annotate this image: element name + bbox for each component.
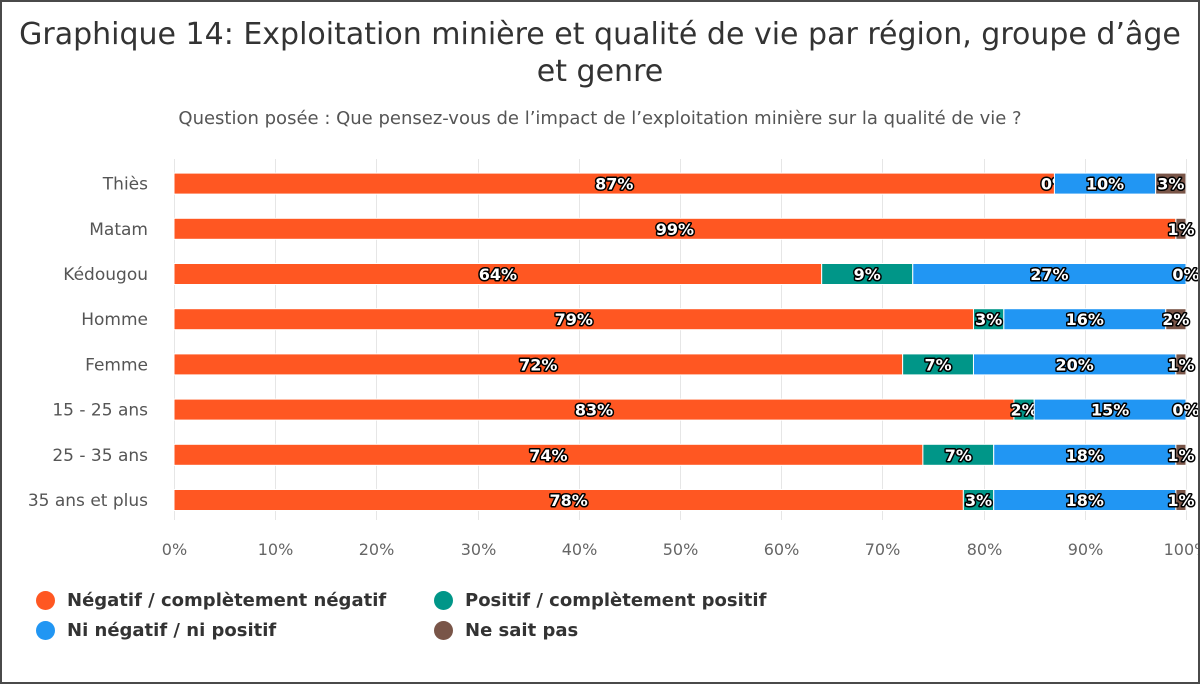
data-label: 3% xyxy=(975,310,1002,329)
legend: Négatif / complètement négatif Positif / … xyxy=(36,590,794,641)
data-label: 72% xyxy=(519,355,557,374)
data-label: 79% xyxy=(555,310,593,329)
data-label: 87% xyxy=(595,175,633,194)
data-label: 64% xyxy=(479,265,517,284)
chart-title: Graphique 14: Exploitation minière et qu… xyxy=(19,17,1181,89)
data-label: 18% xyxy=(1066,491,1104,510)
y-category-label: Thiès xyxy=(102,175,148,195)
data-label: 16% xyxy=(1066,310,1104,329)
bar-segment xyxy=(1175,443,1187,466)
bar-segment xyxy=(1175,353,1187,376)
x-tick-label: 80% xyxy=(967,540,1003,559)
data-label: 78% xyxy=(550,491,588,510)
y-category-label: Femme xyxy=(85,355,148,375)
data-label: 0% xyxy=(1172,401,1198,420)
data-label: 99% xyxy=(656,220,694,239)
data-label: 2% xyxy=(1162,310,1189,329)
data-label: 20% xyxy=(1056,355,1094,374)
x-tick-label: 20% xyxy=(359,540,395,559)
x-tick-label: 50% xyxy=(663,540,699,559)
x-tick-label: 10% xyxy=(258,540,294,559)
legend-label: Ne sait pas xyxy=(465,620,579,641)
bar-segment xyxy=(1033,398,1187,421)
x-tick-label: 60% xyxy=(764,540,800,559)
data-label: 83% xyxy=(575,401,613,420)
legend-label: Ni négatif / ni positif xyxy=(67,620,277,641)
data-label: 9% xyxy=(854,265,881,284)
x-tick-label: 70% xyxy=(865,540,901,559)
data-label: 1% xyxy=(1167,446,1194,465)
legend-item[interactable]: Positif / complètement positif xyxy=(434,590,794,611)
legend-marker xyxy=(36,591,55,610)
data-label: 1% xyxy=(1167,220,1194,239)
data-label: 7% xyxy=(945,446,972,465)
y-category-label: 35 ans et plus xyxy=(28,491,148,511)
data-label: 15% xyxy=(1091,401,1129,420)
x-tick-label: 100% xyxy=(1164,540,1198,559)
bar-segment xyxy=(1175,217,1187,240)
data-label: 1% xyxy=(1167,355,1194,374)
data-label: 10% xyxy=(1086,175,1124,194)
data-label: 18% xyxy=(1066,446,1104,465)
y-category-label: 15 - 25 ans xyxy=(52,401,148,421)
data-label: 74% xyxy=(529,446,567,465)
x-tick-label: 0% xyxy=(162,540,187,559)
bar-segment xyxy=(1165,308,1187,331)
legend-label: Positif / complètement positif xyxy=(465,590,767,611)
x-tick-label: 90% xyxy=(1068,540,1104,559)
legend-marker xyxy=(36,621,55,640)
data-label: 2% xyxy=(1010,401,1037,420)
y-category-label: Matam xyxy=(89,220,148,240)
data-label: 27% xyxy=(1030,265,1068,284)
legend-marker xyxy=(434,621,453,640)
chart-subtitle: Question posée : Que pensez-vous de l’im… xyxy=(178,108,1022,129)
legend-item[interactable]: Ne sait pas xyxy=(434,620,794,641)
legend-item[interactable]: Négatif / complètement négatif xyxy=(36,590,434,611)
legend-label: Négatif / complètement négatif xyxy=(67,590,387,611)
data-label: 1% xyxy=(1167,491,1194,510)
data-label: 3% xyxy=(1157,175,1184,194)
legend-marker xyxy=(434,591,453,610)
bar-segment xyxy=(912,263,1187,285)
bar-segment xyxy=(1175,489,1187,511)
data-label: 3% xyxy=(965,491,992,510)
y-category-label: 25 - 35 ans xyxy=(52,446,148,466)
x-tick-label: 30% xyxy=(461,540,497,559)
data-label: 7% xyxy=(924,355,951,374)
bar-segment xyxy=(1155,172,1187,195)
legend-item[interactable]: Ni négatif / ni positif xyxy=(36,620,434,641)
x-tick-label: 40% xyxy=(562,540,598,559)
y-category-label: Homme xyxy=(81,310,148,330)
y-category-label: Kédougou xyxy=(63,265,148,285)
data-label: 0% xyxy=(1172,265,1198,284)
